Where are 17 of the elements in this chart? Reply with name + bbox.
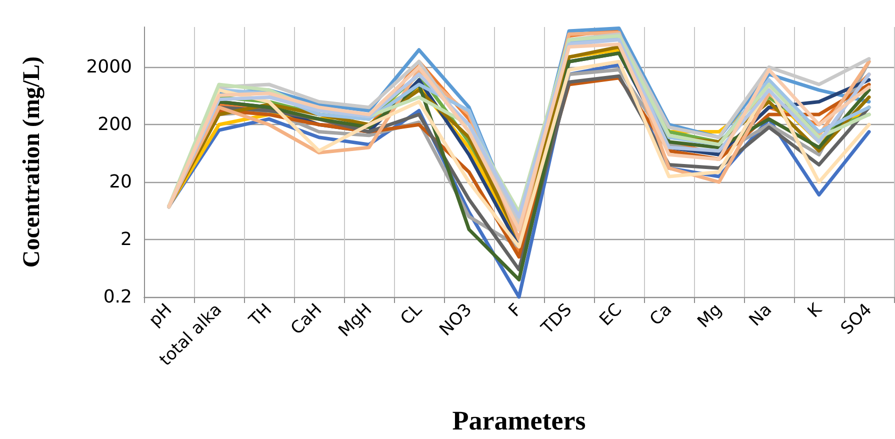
x-tick-label: K <box>804 299 827 322</box>
x-tick-label: TDS <box>537 300 576 339</box>
x-tick-label: CL <box>396 300 426 330</box>
x-tick-label: EC <box>596 300 626 330</box>
x-axis-title: Parameters <box>452 406 586 436</box>
x-tick-label: F <box>505 300 526 321</box>
y-tick-label: 2000 <box>86 56 132 78</box>
y-tick-label: 0.2 <box>103 286 132 308</box>
x-tick-label: TH <box>244 300 276 332</box>
y-axis-title: Cocentration (mg/L) <box>19 56 45 268</box>
x-tick-label: pH <box>145 300 176 331</box>
y-tick-label: 20 <box>109 172 132 193</box>
y-tick-label: 200 <box>98 114 132 136</box>
y-tick-label: 2 <box>120 229 132 250</box>
x-tick-label: Na <box>746 300 776 330</box>
x-tick-label: Mg <box>694 300 726 332</box>
x-tick-label: Ca <box>646 300 676 330</box>
